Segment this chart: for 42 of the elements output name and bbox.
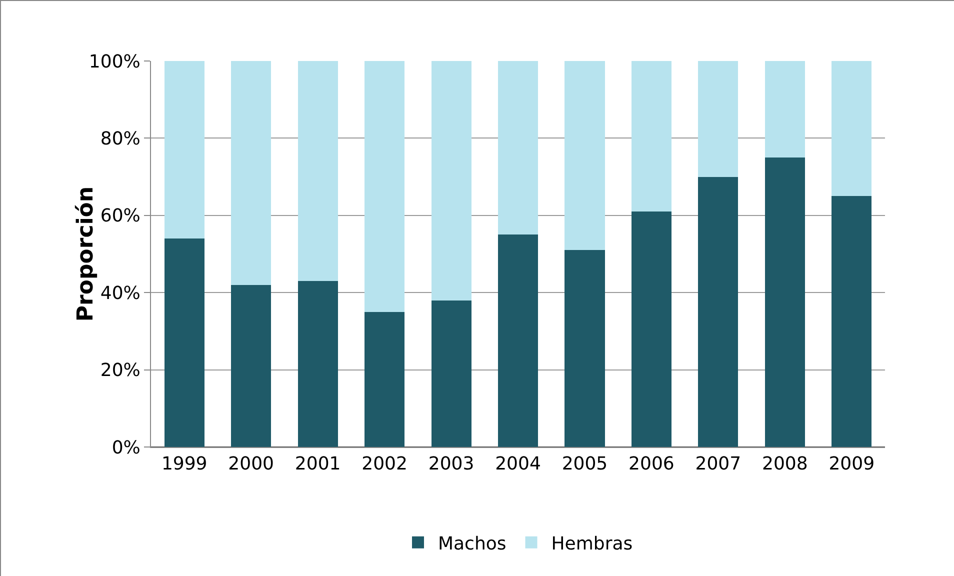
x-tick-label: 2001: [294, 454, 341, 475]
x-tick-label: 2003: [428, 454, 474, 475]
bar: [231, 284, 272, 447]
legend-label: Hembras: [551, 533, 633, 554]
bar: [631, 61, 672, 212]
bar: [231, 61, 272, 285]
y-tick-label: 60%: [100, 206, 140, 227]
y-tick-label: 80%: [100, 128, 140, 150]
x-tick-label: 2000: [228, 454, 274, 475]
x-tick-label: 2008: [762, 454, 808, 475]
bar: [298, 61, 338, 282]
x-tick-label: 2007: [695, 454, 742, 475]
bar: [631, 212, 672, 447]
bar: [764, 61, 805, 158]
bar: [364, 312, 405, 447]
bar: [431, 61, 472, 300]
x-tick-label: 2006: [628, 454, 674, 475]
bar: [164, 238, 204, 447]
bar: [832, 196, 872, 447]
bar: [298, 281, 338, 447]
bar: [164, 61, 204, 239]
bar: [764, 158, 805, 447]
bar: [431, 300, 472, 447]
bar: [832, 61, 872, 196]
y-axis-title: Proporción: [73, 186, 98, 322]
legend-label: Machos: [438, 533, 506, 554]
x-tick-label: 2002: [362, 454, 408, 475]
x-tick-label: 1999: [161, 454, 208, 475]
y-tick-label: 20%: [100, 360, 140, 382]
bar: [698, 176, 738, 447]
y-tick-label: 0%: [112, 437, 140, 458]
bar: [364, 61, 405, 312]
x-tick-label: 2005: [562, 454, 608, 475]
bar: [498, 234, 538, 447]
y-tick-label: 40%: [100, 282, 140, 304]
x-tick-label: 2004: [495, 454, 541, 475]
y-tick-label: 100%: [88, 51, 140, 72]
bar: [498, 61, 538, 235]
bar: [564, 61, 605, 250]
bar: [698, 61, 738, 177]
bar: [564, 250, 605, 447]
x-tick-label: 2009: [828, 454, 875, 475]
